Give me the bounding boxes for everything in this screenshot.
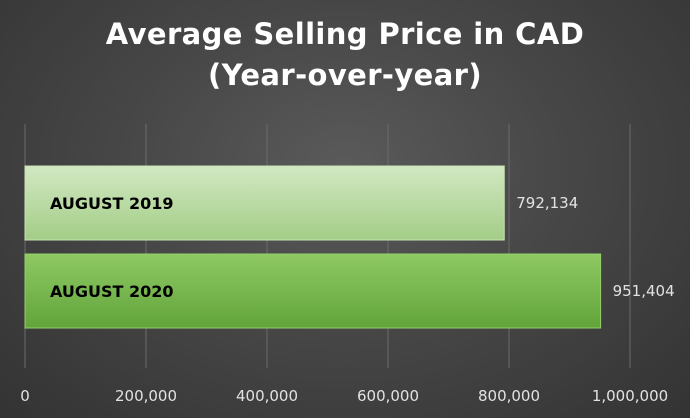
bar bbox=[24, 253, 602, 329]
chart-title-line-2: (Year-over-year) bbox=[207, 58, 483, 92]
gridlines bbox=[24, 124, 631, 368]
chart-title: Average Selling Price in CAD (Year-over-… bbox=[0, 14, 690, 96]
x-tick-label: 400,000 bbox=[236, 387, 298, 405]
data-label: 951,404 bbox=[613, 282, 675, 300]
chart-title-line-1: Average Selling Price in CAD bbox=[105, 17, 585, 51]
bar bbox=[24, 165, 505, 241]
x-tick-label: 0 bbox=[20, 387, 30, 405]
data-label: 792,134 bbox=[516, 194, 578, 212]
category-label: AUGUST 2020 bbox=[50, 282, 174, 301]
category-label: AUGUST 2019 bbox=[50, 194, 174, 213]
x-tick-label: 800,000 bbox=[478, 387, 540, 405]
bars: AUGUST 2019 792,134 AUGUST 2020 951,404 bbox=[24, 165, 675, 329]
x-tick-label: 200,000 bbox=[115, 387, 177, 405]
x-axis-tick-labels: 0 200,000 400,000 600,000 800,000 1,000,000 bbox=[20, 387, 668, 405]
x-tick-label: 1,000,000 bbox=[592, 387, 668, 405]
x-tick-label: 600,000 bbox=[357, 387, 419, 405]
